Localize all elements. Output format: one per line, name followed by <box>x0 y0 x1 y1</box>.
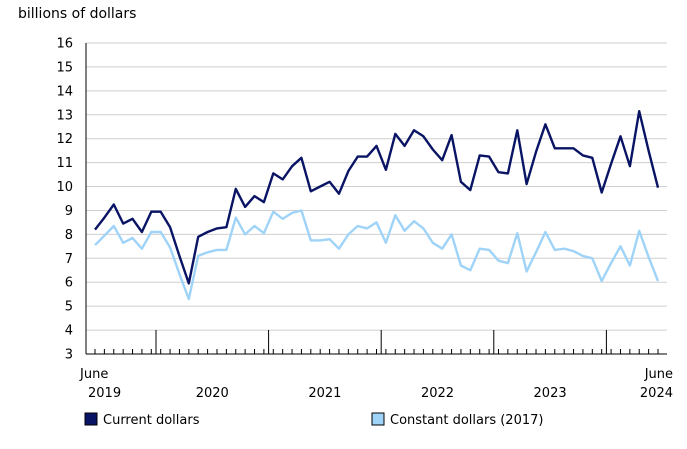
y-tick-label: 11 <box>56 156 73 171</box>
legend-label: Current dollars <box>103 413 200 428</box>
x-tick-label-year: 2023 <box>534 386 567 401</box>
series-lines <box>94 109 660 301</box>
y-tick-label: 4 <box>65 324 73 339</box>
legend-label: Constant dollars (2017) <box>390 413 543 428</box>
x-tick-label-year: 2021 <box>308 386 341 401</box>
legend: Current dollars Constant dollars (2017) <box>84 412 543 428</box>
y-tick-label: 6 <box>65 276 73 291</box>
y-axis-tick-labels: 3 4 5 6 7 8 9 10 11 12 13 14 15 16 <box>56 37 73 363</box>
y-tick-label: 3 <box>65 348 73 363</box>
y-tick-label: 13 <box>56 108 73 123</box>
y-tick-label: 9 <box>65 204 73 219</box>
x-tick-label-year: 2019 <box>88 386 121 401</box>
x-axis: June 2019 2020 2021 2022 2023 June 2024 <box>79 43 673 401</box>
x-tick-label-month: June <box>644 367 673 382</box>
y-tick-label: 8 <box>65 228 73 243</box>
y-axis-unit-label: billions of dollars <box>18 6 136 22</box>
y-tick-label: 5 <box>65 300 73 315</box>
y-tick-label: 15 <box>56 60 73 75</box>
y-tick-label: 16 <box>56 37 73 52</box>
legend-swatch <box>371 412 385 426</box>
y-tick-label: 14 <box>56 84 73 99</box>
x-tick-label-month: June <box>79 367 108 382</box>
x-tick-label-year: 2020 <box>196 386 229 401</box>
series-line-0 <box>94 109 660 285</box>
y-tick-label: 10 <box>56 180 73 195</box>
series-line-1 <box>94 209 660 301</box>
gridlines <box>86 42 667 355</box>
x-tick-label-year: 2024 <box>640 386 673 401</box>
legend-swatch <box>84 412 98 426</box>
y-tick-label: 7 <box>65 252 73 267</box>
x-tick-label-year: 2022 <box>421 386 454 401</box>
y-tick-label: 12 <box>56 132 73 147</box>
